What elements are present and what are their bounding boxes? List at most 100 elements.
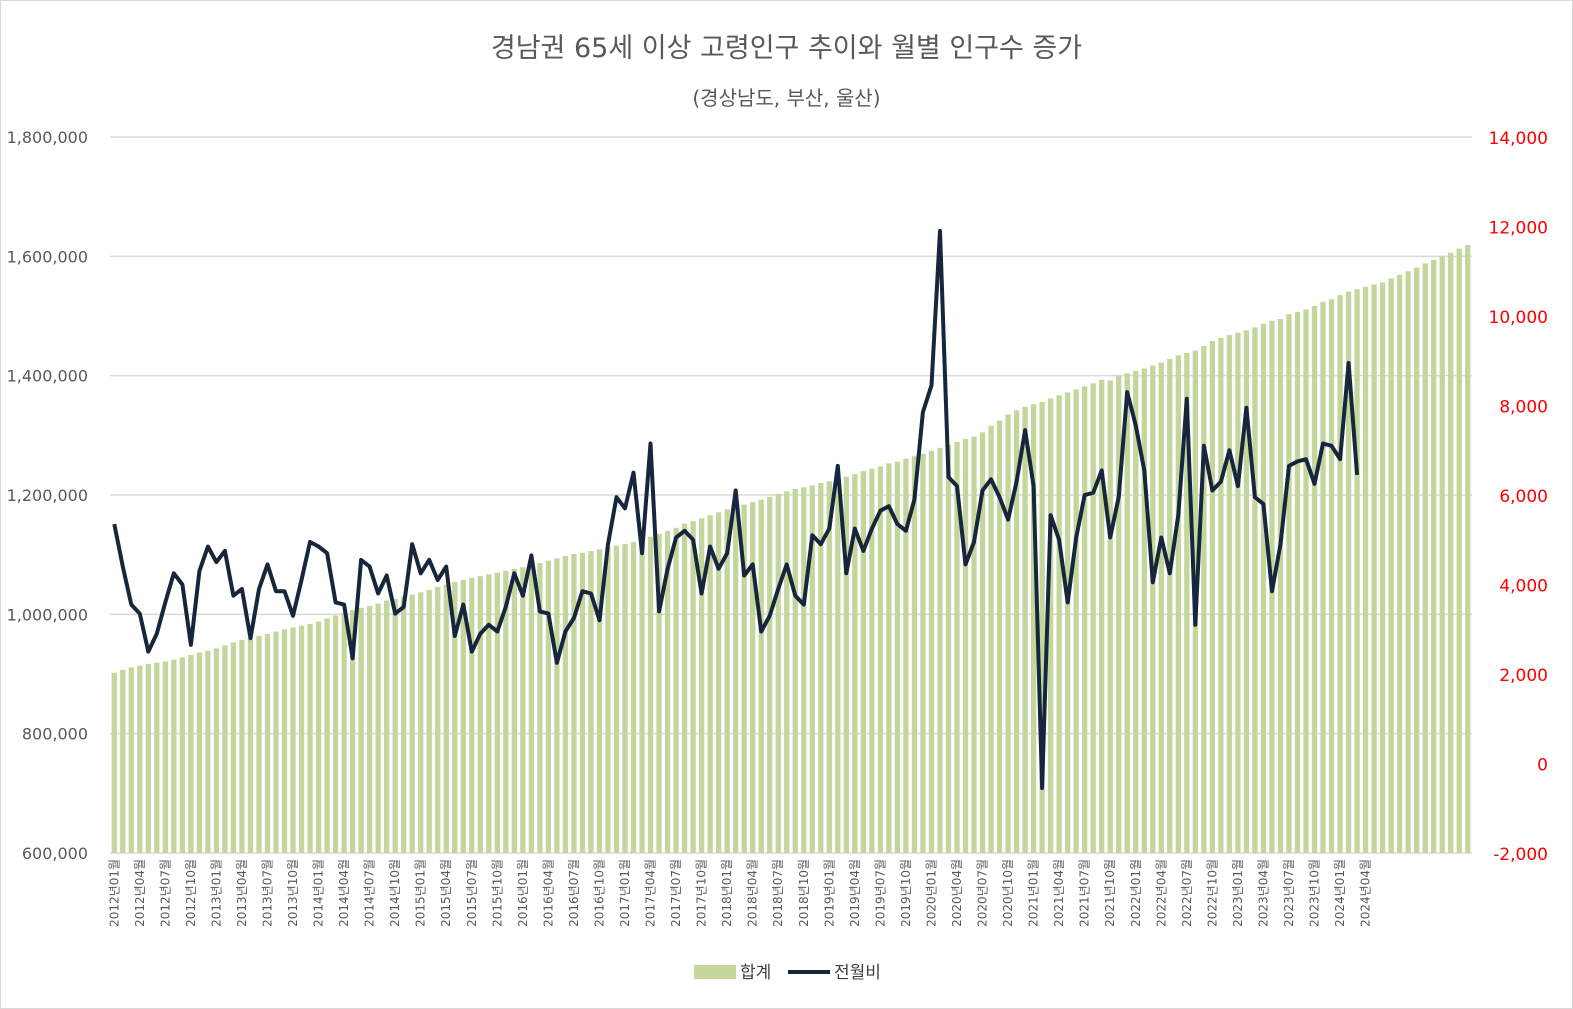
bar	[1184, 352, 1190, 853]
x-tick-label: 2017년10월	[695, 859, 709, 927]
bar	[392, 598, 398, 853]
bar	[860, 471, 866, 853]
bar	[443, 584, 449, 853]
bar	[332, 615, 339, 853]
x-tick-label: 2013년01월	[209, 859, 223, 927]
bar	[1209, 341, 1216, 853]
bar	[1099, 379, 1105, 853]
x-tick-label: 2016년01월	[516, 859, 530, 927]
bar	[418, 592, 424, 853]
bar	[273, 631, 279, 853]
bar	[622, 543, 628, 853]
x-tick-label: 2022년10월	[1205, 859, 1219, 927]
bar	[1047, 398, 1054, 853]
bar	[1345, 291, 1352, 854]
x-tick-label: 2017년04월	[644, 859, 658, 927]
bar	[179, 657, 185, 853]
bar	[698, 518, 705, 853]
bar	[1082, 386, 1088, 853]
bar	[1337, 295, 1343, 853]
bar	[681, 523, 688, 853]
legend-label-bar: 합계	[740, 963, 771, 983]
bar	[298, 625, 305, 853]
chart-subtitle: (경상남도, 부산, 울산)	[692, 86, 881, 110]
bar	[511, 568, 517, 853]
bar	[1243, 330, 1250, 853]
bar	[120, 669, 126, 853]
bar	[979, 432, 986, 853]
bar	[111, 672, 117, 853]
bar	[247, 637, 254, 853]
line-path	[112, 229, 1360, 791]
x-tick-label: 2023년10월	[1308, 859, 1322, 927]
x-tick-label: 2018년04월	[746, 859, 760, 927]
bar	[1167, 358, 1173, 853]
left-axis: 600,000 800,000 1,000,000 1,200,000 1,400,00…	[7, 128, 88, 863]
bar	[1116, 375, 1122, 853]
x-tick-label: 2019년07월	[873, 859, 887, 927]
bar	[886, 463, 892, 853]
bar	[1030, 404, 1037, 853]
bar	[835, 478, 841, 853]
bar	[1448, 252, 1454, 854]
bar	[954, 441, 960, 853]
right-tick-label: 12,000	[1489, 219, 1548, 239]
x-tick-label: 2016년10월	[593, 859, 607, 927]
x-tick-label: 2020년10월	[1001, 859, 1015, 927]
bar	[256, 635, 262, 853]
bar	[128, 667, 134, 853]
left-tick-label: 1,600,000	[7, 247, 88, 266]
bar	[826, 481, 832, 853]
bar	[188, 654, 194, 853]
bar	[562, 555, 569, 853]
bar	[1286, 314, 1292, 854]
bar	[528, 565, 535, 853]
bar	[401, 596, 407, 853]
x-tick-label: 2015년07월	[465, 859, 479, 927]
x-tick-label: 2022년04월	[1154, 859, 1168, 927]
x-tick-label: 2012년04월	[133, 859, 147, 927]
bar	[1252, 327, 1258, 853]
bar	[750, 502, 756, 853]
x-tick-label: 2014년10월	[388, 859, 402, 927]
bar	[384, 600, 390, 853]
bar	[1328, 299, 1335, 853]
bar	[1218, 338, 1224, 853]
bar	[1414, 267, 1420, 853]
x-tick-label: 2015년01월	[414, 859, 428, 927]
bar	[1226, 335, 1233, 853]
bar	[1320, 301, 1326, 853]
bar	[928, 450, 935, 853]
bar	[213, 648, 220, 853]
bar	[1311, 305, 1318, 853]
x-tick-label: 2023년07월	[1282, 859, 1296, 927]
bar	[154, 662, 160, 853]
bar-series-합계	[111, 244, 1471, 854]
bar	[741, 504, 747, 853]
bar	[1379, 282, 1386, 853]
bar	[690, 521, 696, 853]
bar	[1107, 380, 1113, 853]
bar	[630, 542, 637, 853]
bar	[1073, 389, 1079, 853]
bar	[1456, 248, 1462, 853]
bar	[596, 549, 603, 853]
bar	[162, 661, 168, 853]
bar	[1150, 365, 1156, 853]
bar	[1039, 401, 1045, 853]
bar	[520, 567, 526, 853]
bar	[1422, 263, 1428, 853]
right-tick-label: 4,000	[1499, 577, 1548, 597]
left-tick-label: 800,000	[22, 725, 88, 744]
x-tick-label: 2019년10월	[899, 859, 913, 927]
bar	[409, 594, 415, 853]
x-tick-label: 2020년04월	[950, 859, 964, 927]
gridlines	[110, 136, 1472, 854]
bar	[1439, 256, 1445, 853]
bar	[1303, 309, 1309, 854]
x-tick-label: 2019년04월	[848, 859, 862, 927]
bar	[358, 607, 364, 853]
bar	[971, 436, 977, 853]
right-tick-label: 8,000	[1499, 398, 1548, 418]
